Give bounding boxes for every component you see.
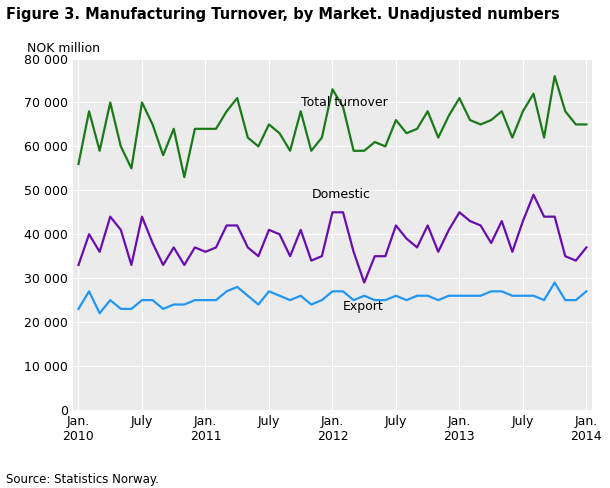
Text: Figure 3. Manufacturing Turnover, by Market. Unadjusted numbers: Figure 3. Manufacturing Turnover, by Mar… (6, 7, 560, 22)
Text: Source: Statistics Norway.: Source: Statistics Norway. (6, 472, 159, 486)
Text: Export: Export (343, 300, 384, 313)
Text: Total turnover: Total turnover (301, 96, 387, 109)
Text: Domestic: Domestic (311, 188, 370, 201)
Text: NOK million: NOK million (27, 42, 99, 55)
